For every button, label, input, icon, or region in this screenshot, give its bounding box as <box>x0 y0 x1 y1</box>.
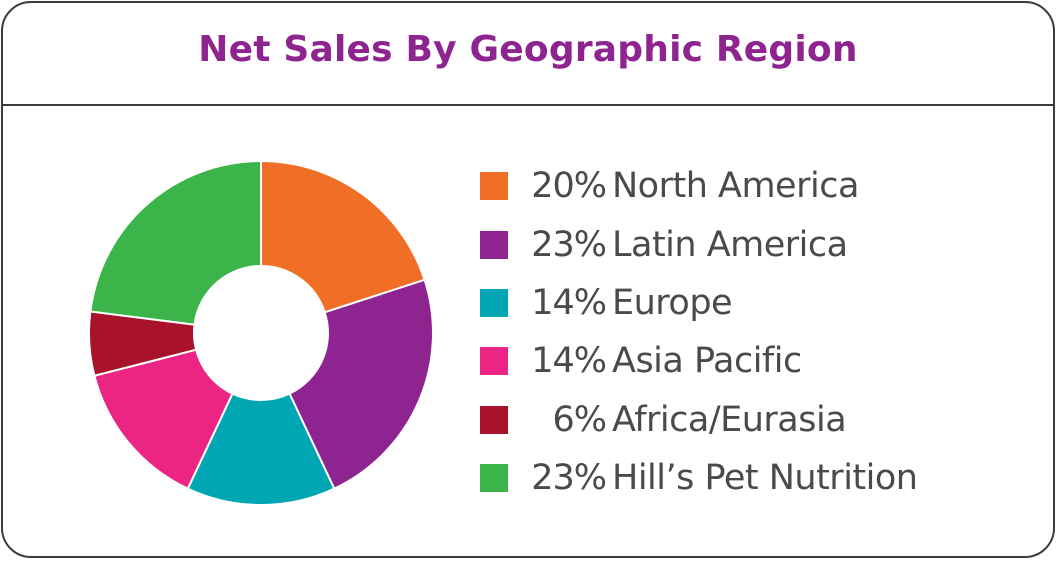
legend-swatch-hills-pet-nutrition <box>480 464 508 492</box>
legend-label-north-america: North America <box>612 166 859 206</box>
legend-value-europe: 14% <box>531 283 607 323</box>
legend-label-asia-pacific: Asia Pacific <box>612 341 802 381</box>
legend-swatch-africa-eurasia <box>480 406 508 434</box>
donut-slice-north-america <box>260 159 426 314</box>
legend-label-europe: Europe <box>612 283 733 323</box>
legend-item-europe: 14% Europe <box>480 283 733 323</box>
legend-item-asia-pacific: 14% Asia Pacific <box>480 341 802 381</box>
legend-item-hills-pet-nutrition: 23% Hill’s Pet Nutrition <box>480 458 918 498</box>
chart-header: Net Sales By Geographic Region <box>3 3 1053 106</box>
donut-slice-europe <box>186 392 336 506</box>
chart-title: Net Sales By Geographic Region <box>198 29 858 70</box>
legend-value-asia-pacific: 14% <box>531 341 607 381</box>
legend-label-africa-eurasia: Africa/Eurasia <box>612 400 847 440</box>
legend-value-north-america: 20% <box>531 166 607 206</box>
legend-swatch-north-america <box>480 172 508 200</box>
legend-swatch-latin-america <box>480 231 508 259</box>
legend-label-hills-pet-nutrition: Hill’s Pet Nutrition <box>612 458 918 498</box>
legend-swatch-asia-pacific <box>480 347 508 375</box>
legend-item-latin-america: 23% Latin America <box>480 225 848 265</box>
donut-slice-latin-america <box>288 278 434 490</box>
legend-item-north-america: 20% North America <box>480 166 859 206</box>
legend-swatch-europe <box>480 289 508 317</box>
legend-value-africa-eurasia: 6% <box>552 400 607 440</box>
donut-slice-asia-pacific <box>93 348 234 490</box>
legend-label-latin-america: Latin America <box>612 225 848 265</box>
legend-value-latin-america: 23% <box>531 225 607 265</box>
donut-slice-hill-s-pet-nutrition <box>89 159 262 326</box>
legend-value-hills-pet-nutrition: 23% <box>531 458 607 498</box>
legend-item-africa-eurasia: 6% Africa/Eurasia <box>480 400 847 440</box>
